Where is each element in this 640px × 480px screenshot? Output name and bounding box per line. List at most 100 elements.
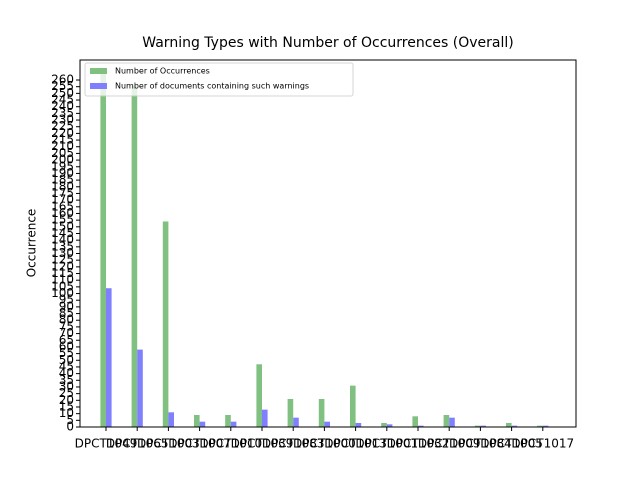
y-tick-label: 250 — [51, 86, 74, 100]
y-axis-label: Occurrence — [25, 209, 39, 278]
y-tick-label: 80 — [59, 313, 74, 327]
x-tick-label: DPCT1009 — [418, 437, 481, 451]
y-tick-label: 25 — [59, 386, 74, 400]
legend-swatch — [90, 83, 107, 89]
y-tick-label: 20 — [59, 393, 74, 407]
y-tick-label: 30 — [59, 379, 74, 393]
x-tick-label: DPCT1083 — [262, 437, 325, 451]
y-tick-label: 200 — [51, 153, 74, 167]
y-tick-label: 190 — [51, 166, 74, 180]
bar — [480, 425, 486, 427]
x-tick-label: DPCT1007 — [168, 437, 231, 451]
y-tick-label: 50 — [59, 353, 74, 367]
bar — [506, 422, 512, 427]
y-tick-label: 125 — [51, 253, 74, 267]
y-tick-label: 120 — [51, 259, 74, 273]
bar — [355, 422, 362, 427]
y-tick-label: 100 — [51, 286, 74, 300]
plot-frame — [79, 59, 577, 428]
legend-label: Number of Occurrences — [115, 67, 210, 76]
y-tick-label: 145 — [51, 226, 74, 240]
bar — [230, 421, 237, 427]
y-tick-label: 210 — [51, 139, 74, 153]
y-tick-label: 105 — [51, 279, 74, 293]
chart-title: Warning Types with Number of Occurrences… — [142, 35, 513, 51]
y-tick-label: 165 — [51, 199, 74, 213]
y-tick-label: 65 — [59, 333, 74, 347]
y-tick-label: 240 — [51, 99, 74, 113]
x-tick-label: DPCT1003 — [137, 437, 200, 451]
y-tick-label: 225 — [51, 119, 74, 133]
y-tick-label: 45 — [59, 359, 74, 373]
y-tick-label: 185 — [51, 173, 74, 187]
bar — [449, 417, 455, 427]
bar — [412, 416, 418, 427]
y-tick-label: 135 — [51, 239, 74, 253]
y-tick-label: 235 — [51, 106, 74, 120]
y-tick-label: 60 — [59, 339, 74, 353]
bar — [100, 73, 106, 427]
y-tick-label: 5 — [66, 413, 74, 427]
y-tick-label: 85 — [59, 306, 74, 320]
x-tick-label: DPCT1001 — [355, 437, 418, 451]
bar — [542, 425, 549, 427]
x-tick-label: DPCT1017 — [511, 437, 574, 451]
y-tick-label: 195 — [51, 159, 74, 173]
x-tick-label: DPCT1084 — [449, 437, 512, 451]
bar — [318, 398, 325, 427]
legend-box — [84, 62, 354, 97]
bar — [381, 422, 387, 427]
y-tick-label: 55 — [59, 346, 74, 360]
legend-label: Number of documents containing such warn… — [115, 82, 309, 91]
x-tick-label: DPCT1032 — [387, 437, 450, 451]
x-tick-label: DPCT1039 — [231, 437, 294, 451]
x-tick-label: DPCT1010 — [199, 437, 262, 451]
x-tick-label: DPCT1013 — [324, 437, 387, 451]
bar — [287, 398, 294, 427]
bar — [324, 421, 330, 427]
x-tick-label: DPCT1049 — [75, 437, 138, 451]
y-tick-label: 220 — [51, 126, 74, 140]
y-tick-label: 95 — [59, 293, 74, 307]
x-tick-label: DPCT1005 — [480, 437, 543, 451]
bar — [131, 85, 138, 428]
y-tick-label: 75 — [59, 319, 74, 333]
bar — [162, 221, 169, 427]
bar — [511, 425, 518, 427]
bar — [194, 414, 200, 427]
y-tick-label: 160 — [51, 206, 74, 220]
y-tick-label: 110 — [51, 273, 74, 287]
bar — [225, 414, 231, 427]
legend-swatch — [90, 68, 107, 74]
y-tick-label: 90 — [59, 299, 74, 313]
x-tick-label: DPCT1000 — [293, 437, 356, 451]
y-tick-label: 130 — [51, 246, 74, 260]
x-tick-label: DPCT1065 — [106, 437, 169, 451]
bar — [256, 364, 262, 427]
y-tick-label: 35 — [59, 373, 74, 387]
bar — [443, 414, 450, 427]
y-tick-label: 70 — [59, 326, 74, 340]
y-tick-label: 15 — [59, 399, 74, 413]
bar — [106, 288, 112, 427]
y-tick-label: 155 — [51, 213, 74, 227]
bar — [262, 409, 268, 427]
bar — [474, 425, 481, 427]
y-tick-label: 150 — [51, 219, 74, 233]
bar — [168, 412, 174, 427]
y-tick-label: 255 — [51, 79, 74, 93]
bar — [293, 417, 299, 427]
bar — [418, 425, 424, 427]
bar — [199, 421, 206, 427]
bar — [537, 425, 543, 427]
y-tick-label: 170 — [51, 193, 74, 207]
bar — [386, 424, 393, 427]
y-tick-label: 245 — [51, 93, 74, 107]
y-tick-label: 10 — [59, 406, 74, 420]
y-tick-label: 115 — [51, 266, 74, 280]
y-tick-label: 40 — [59, 366, 74, 380]
y-tick-label: 0 — [66, 420, 74, 434]
y-tick-label: 175 — [51, 186, 74, 200]
y-tick-label: 140 — [51, 233, 74, 247]
